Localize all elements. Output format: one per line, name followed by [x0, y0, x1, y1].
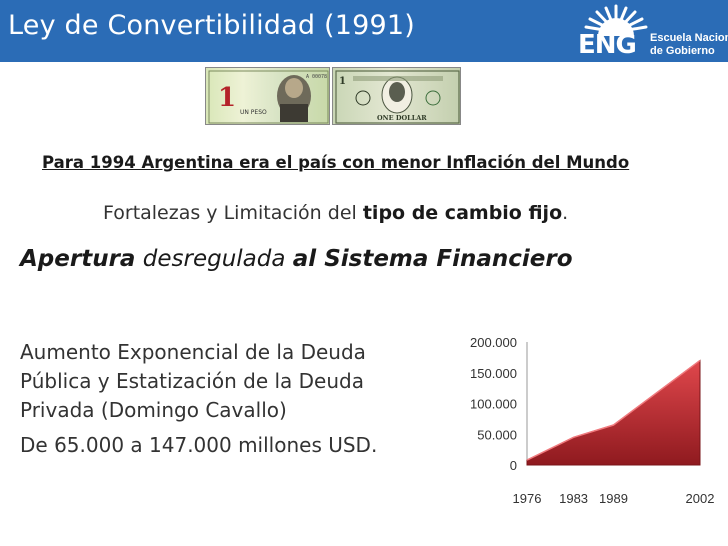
y-tick-label: 100.000 [470, 397, 517, 412]
logo-line-1: Escuela Nacional [650, 32, 728, 44]
y-tick-label: 50.000 [477, 427, 517, 442]
debt-area-chart: 0 50.000 100.000 150.000 200.000 1976 1983 1989… [470, 335, 715, 506]
slide-title: Ley de Convertibilidad (1991) [8, 10, 415, 41]
peso-denomination: UN PESO [240, 109, 267, 116]
sun-rays-icon [584, 4, 648, 36]
apertura-line: Apertura desregulada al Sistema Financie… [20, 246, 573, 272]
x-tick-label: 1989 [599, 491, 628, 506]
apertura-desregulada: desregulada [135, 246, 293, 272]
logo-line-2: de Gobierno [650, 45, 715, 57]
eng-logo: ENG Escuela Nacional de Gobierno [578, 2, 728, 60]
deuda-paragraph: Aumento Exponencial de la Deuda Pública … [20, 340, 366, 422]
y-tick-label: 150.000 [470, 366, 517, 381]
apertura-word: Apertura [20, 246, 136, 272]
peso-banknote-icon: 1 UN PESO A 00078 [205, 67, 330, 125]
headline: Para 1994 Argentina era el país con meno… [42, 153, 630, 172]
body-text: Aumento Exponencial de la Deuda Pública … [20, 338, 440, 460]
fortalezas-bold: tipo de cambio fijo [362, 202, 563, 224]
fortalezas-line: Fortalezas y Limitación del tipo de camb… [103, 202, 568, 224]
debt-area-edge [526, 359, 701, 461]
title-bar: Ley de Convertibilidad (1991) ENG Escuel… [0, 0, 728, 62]
apertura-sistema: al Sistema Financiero [292, 246, 573, 272]
peso-value: 1 [218, 83, 236, 113]
amount-paragraph: De 65.000 a 147.000 millones USD. [20, 433, 378, 457]
y-tick-label: 200.000 [470, 335, 517, 350]
logo-mark: ENG [578, 30, 637, 60]
debt-area-series [526, 359, 701, 466]
svg-text:A 00078: A 00078 [306, 74, 327, 80]
x-tick-label: 1983 [559, 491, 588, 506]
dollar-value: 1 [339, 76, 346, 87]
banknotes-image: 1 UN PESO A 00078 1 ONE DOLLAR [205, 67, 461, 125]
y-tick-label: 0 [510, 458, 517, 473]
x-tick-label: 1976 [513, 491, 542, 506]
dollar-denomination: ONE DOLLAR [377, 114, 427, 122]
x-tick-label: 2002 [686, 491, 715, 506]
fortalezas-period: . [562, 202, 569, 224]
fortalezas-text: Fortalezas y Limitación del [103, 202, 363, 224]
dollar-banknote-icon: 1 ONE DOLLAR [332, 67, 461, 125]
